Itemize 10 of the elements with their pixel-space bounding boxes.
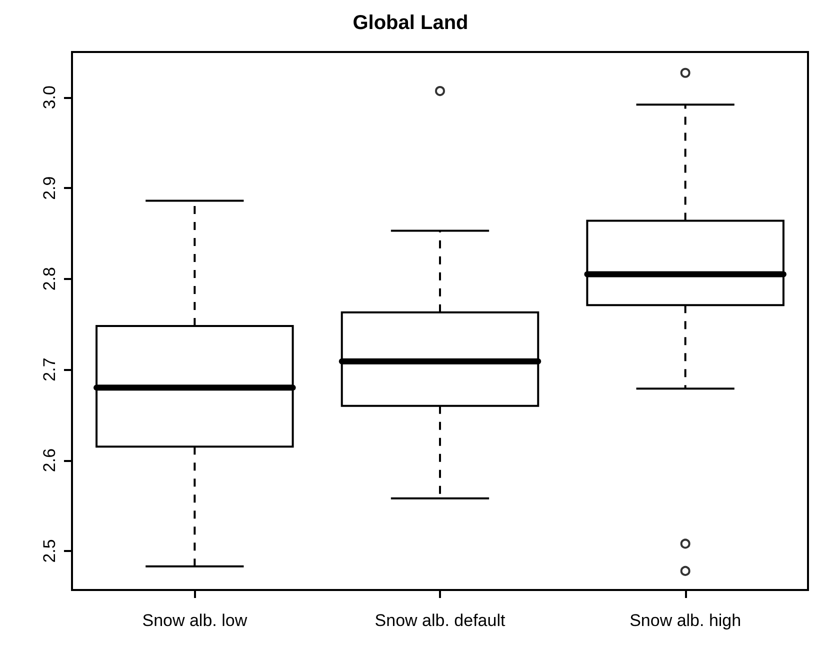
- x-tick-label: Snow alb. low: [142, 611, 248, 630]
- y-tick-label: 2.9: [40, 176, 59, 200]
- y-tick-label: 2.5: [40, 539, 59, 563]
- y-tick-label: 2.6: [40, 448, 59, 472]
- x-tick-label: Snow alb. default: [374, 611, 506, 630]
- y-tick-label: 2.8: [40, 266, 59, 291]
- chart-title: Global Land: [352, 12, 468, 34]
- x-tick-label: Snow alb. high: [630, 611, 742, 630]
- y-tick-label: 2.7: [40, 358, 59, 382]
- y-tick-label: 3.0: [40, 86, 59, 110]
